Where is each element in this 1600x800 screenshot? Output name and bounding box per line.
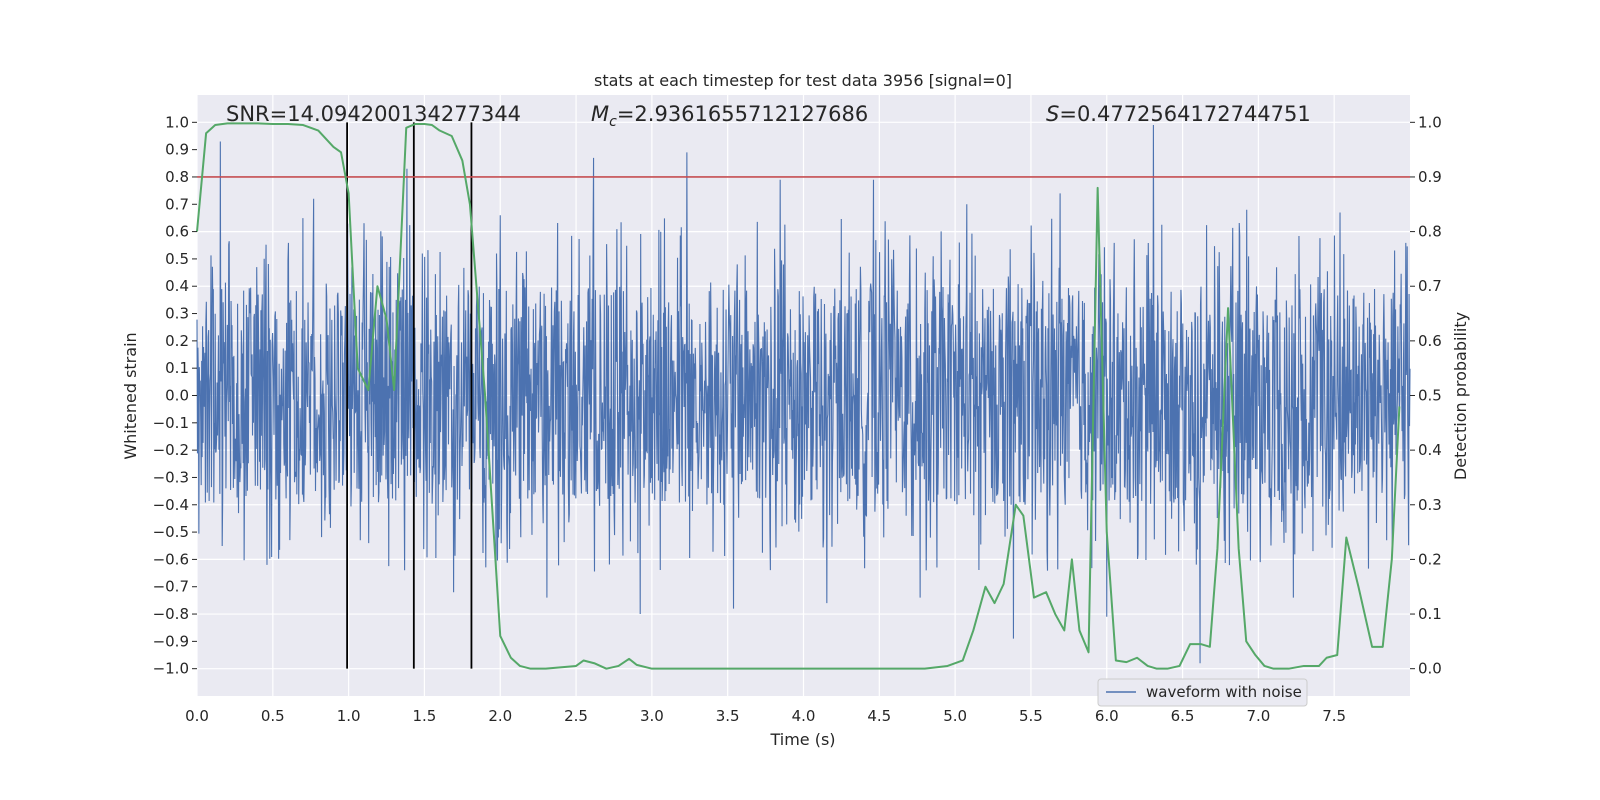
x-tick-label: 5.5: [1019, 707, 1043, 725]
legend-box: [1097, 678, 1308, 707]
y-left-tick-label: 0.3: [165, 305, 189, 323]
y-left-tick-labels: 1.0 0.9 0.8 0.7 0.6 0.5 0.4 0.3 0.2 0.1 0.0 −0.1 −0.…: [153, 113, 197, 678]
y-left-tick-label: 0.6: [165, 223, 189, 241]
x-tick-label: 6.5: [1171, 707, 1195, 725]
chart-title: stats at each timestep for test data 395…: [594, 71, 1012, 90]
x-tick-label: 4.0: [792, 707, 816, 725]
y-left-tick-label: −0.2: [153, 441, 189, 459]
x-tick-label: 1.0: [337, 707, 361, 725]
x-axis-label: Time (s): [769, 730, 835, 749]
snr-annotation: SNR=14.094200134277344: [226, 102, 521, 126]
x-tick-label: 2.5: [564, 707, 588, 725]
x-tick-label: 0.5: [261, 707, 285, 725]
detection-probability-series: [196, 122, 1401, 670]
y-right-tick-label: 0.0: [1418, 660, 1442, 678]
y-right-tick-label: 0.9: [1418, 168, 1442, 186]
x-tick-label: 6.0: [1095, 707, 1119, 725]
y-right-tick-label: 0.7: [1418, 277, 1442, 295]
x-tick-label: 5.0: [943, 707, 967, 725]
x-tick-label: 1.5: [413, 707, 437, 725]
score-symbol: S: [1046, 102, 1059, 126]
y-right-tick-label: 0.3: [1418, 496, 1442, 514]
y-left-tick-label: −0.3: [153, 468, 189, 486]
y-right-tick-label: 0.4: [1418, 441, 1442, 459]
y-left-tick-label: −0.8: [153, 605, 189, 623]
x-tick-label: 3.0: [640, 707, 664, 725]
y-left-tick-label: 0.2: [165, 332, 189, 350]
y-axis-label-right: Detection probability: [1451, 312, 1470, 480]
y-left-tick-label: 0.7: [165, 195, 189, 213]
detection-probability-line: [196, 122, 1401, 670]
y-left-tick-label: −0.4: [153, 496, 189, 514]
y-right-tick-label: 0.1: [1418, 605, 1442, 623]
x-tick-label: 7.5: [1322, 707, 1346, 725]
y-left-tick-label: −1.0: [153, 660, 189, 678]
chirp-mass-annotation: Mc=2.9361655712127686: [591, 102, 868, 130]
x-tick-label: 7.0: [1246, 707, 1270, 725]
y-left-tick-label: −0.6: [153, 550, 189, 568]
strain-noise: [196, 125, 1411, 664]
y-right-tick-label: 0.5: [1418, 387, 1442, 405]
y-left-tick-label: 0.8: [165, 168, 189, 186]
y-left-tick-label: −0.5: [153, 523, 189, 541]
strain-waveform: [196, 125, 1411, 664]
y-right-tick-labels: 1.0 0.9 0.8 0.7 0.6 0.5 0.4 0.3 0.2 0.1 0.0: [1410, 113, 1442, 678]
y-left-tick-label: −0.9: [153, 632, 189, 650]
score-annotation: S=0.4772564172744751: [1046, 102, 1311, 126]
y-left-tick-label: 0.1: [165, 359, 189, 377]
legend: waveform with noise: [1097, 678, 1308, 707]
x-tick-labels: 0.0 0.5 1.0 1.5 2.0 2.5 3.0 3.5 4.0 4.5 5.0 5.5 6.0 6…: [185, 707, 1346, 725]
y-left-tick-label: −0.1: [153, 414, 189, 432]
x-tick-label: 2.0: [488, 707, 512, 725]
legend-label: waveform with noise: [1146, 683, 1302, 701]
x-tick-label: 3.5: [716, 707, 740, 725]
y-left-tick-label: 1.0: [165, 113, 189, 131]
y-axis-label-left: Whitened strain: [121, 332, 140, 459]
x-tick-label: 4.5: [867, 707, 891, 725]
y-left-tick-label: 0.0: [165, 387, 189, 405]
y-left-tick-label: 0.4: [165, 277, 189, 295]
y-left-tick-label: −0.7: [153, 578, 189, 596]
chirp-mass-subscript: c: [609, 114, 617, 130]
chirp-mass-value: =2.9361655712127686: [617, 102, 868, 126]
y-right-tick-label: 0.2: [1418, 550, 1442, 568]
chirp-mass-symbol: M: [591, 102, 609, 126]
y-left-tick-label: 0.5: [165, 250, 189, 268]
score-value: =0.4772564172744751: [1059, 102, 1310, 126]
y-right-tick-label: 0.8: [1418, 223, 1442, 241]
y-right-tick-label: 1.0: [1418, 113, 1442, 131]
y-left-tick-label: 0.9: [165, 141, 189, 159]
x-tick-label: 0.0: [185, 707, 209, 725]
y-right-tick-label: 0.6: [1418, 332, 1442, 350]
